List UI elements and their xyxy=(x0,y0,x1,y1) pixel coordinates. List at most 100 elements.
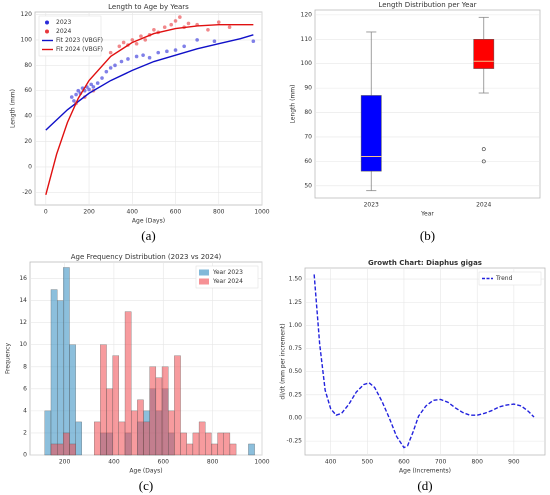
point xyxy=(186,21,191,26)
y-tick-label: 20 xyxy=(24,138,32,145)
x-tick-label: 2023 xyxy=(364,202,379,209)
y-tick-label: 110 xyxy=(301,36,313,43)
bar xyxy=(248,443,255,456)
legend-patch xyxy=(199,269,209,276)
point xyxy=(162,25,167,30)
y-tick-label: 60 xyxy=(304,158,312,165)
bar xyxy=(223,432,231,456)
point xyxy=(91,85,96,89)
bar xyxy=(137,399,144,456)
bar xyxy=(211,443,218,456)
box xyxy=(473,39,495,69)
point xyxy=(143,38,148,42)
point xyxy=(87,87,91,92)
line xyxy=(313,274,535,449)
y-tick-label: 120 xyxy=(301,11,313,18)
x-tick-label: 600 xyxy=(170,209,182,216)
bar xyxy=(174,355,181,456)
point xyxy=(76,88,81,93)
point xyxy=(108,50,113,55)
point xyxy=(173,48,178,52)
y-tick-label: 6 xyxy=(23,385,27,392)
legend-box xyxy=(478,271,542,286)
point xyxy=(169,22,173,27)
y-tick-label: 4 xyxy=(23,407,27,414)
point xyxy=(152,27,156,32)
legend-label: 2024 xyxy=(56,28,71,35)
panel-caption: (b) xyxy=(420,228,435,243)
y-tick-label: -20 xyxy=(22,189,32,196)
x-tick-label: 800 xyxy=(471,459,483,466)
y-tick-label: 100 xyxy=(21,36,33,43)
bar xyxy=(198,421,206,456)
bar xyxy=(63,432,70,456)
y-tick-label: 90 xyxy=(304,85,312,92)
point xyxy=(134,41,139,46)
x-axis-label: Age (Days) xyxy=(129,468,162,475)
point xyxy=(212,39,217,44)
point xyxy=(126,57,130,61)
bar xyxy=(161,366,169,456)
bar xyxy=(50,443,58,456)
y-tick-label: 40 xyxy=(24,113,32,120)
x-tick-label: 400 xyxy=(108,459,120,466)
x-tick-label: 700 xyxy=(435,459,447,466)
bar xyxy=(75,421,82,456)
x-tick-label: 400 xyxy=(127,209,139,216)
bar xyxy=(131,410,138,456)
legend-label: Fit 2024 (VBGF) xyxy=(56,46,103,53)
bar xyxy=(205,432,212,456)
x-tick-label: 600 xyxy=(398,459,410,466)
y-tick-label: 0.50 xyxy=(289,368,303,375)
bar xyxy=(69,443,76,456)
legend-patch xyxy=(199,278,209,285)
y-tick-label: 0.25 xyxy=(289,391,303,398)
bar xyxy=(124,311,132,456)
point xyxy=(251,39,256,44)
x-tick-label: 400 xyxy=(325,459,337,466)
x-tick-label: 800 xyxy=(213,209,225,216)
bar xyxy=(155,377,163,456)
y-axis-label: Frequency xyxy=(5,343,12,374)
plot-area xyxy=(314,9,541,199)
point xyxy=(89,82,94,87)
point xyxy=(156,50,161,55)
x-tick-label: 600 xyxy=(158,459,170,466)
chart-title: Length to Age by Years xyxy=(108,3,189,11)
x-axis-label: Year xyxy=(420,211,434,218)
point xyxy=(139,34,143,38)
legend-marker xyxy=(45,20,49,25)
point xyxy=(173,19,178,23)
line xyxy=(45,23,254,196)
chart-title: Length Distribution per Year xyxy=(378,1,476,9)
bar xyxy=(56,443,64,456)
y-tick-label: 16 xyxy=(19,275,27,282)
point xyxy=(165,49,169,54)
box xyxy=(360,95,382,172)
point xyxy=(216,20,221,24)
bar xyxy=(100,344,107,456)
bar xyxy=(69,344,76,456)
x-tick-label: 200 xyxy=(83,209,95,216)
x-tick-label: 200 xyxy=(59,459,71,466)
point xyxy=(69,95,74,99)
y-tick-label: 0.00 xyxy=(289,414,303,421)
bar xyxy=(44,410,52,456)
line xyxy=(45,34,254,131)
point xyxy=(130,38,135,42)
bar xyxy=(50,289,58,456)
legend-label: Fit 2023 (VBGF) xyxy=(56,37,103,44)
x-tick-label: 800 xyxy=(207,459,219,466)
point xyxy=(195,38,199,42)
y-tick-label: 1.25 xyxy=(289,299,303,306)
x-tick-label: 0 xyxy=(44,209,48,216)
legend-label: Trend xyxy=(495,275,513,282)
y-tick-label: 100 xyxy=(301,60,313,67)
plot-area xyxy=(304,267,546,456)
legend-box xyxy=(195,265,259,289)
bar xyxy=(192,432,200,456)
chart-title: Growth Chart: Diaphus gigas xyxy=(368,259,482,267)
point xyxy=(178,15,182,19)
panel-caption: (c) xyxy=(139,478,153,493)
